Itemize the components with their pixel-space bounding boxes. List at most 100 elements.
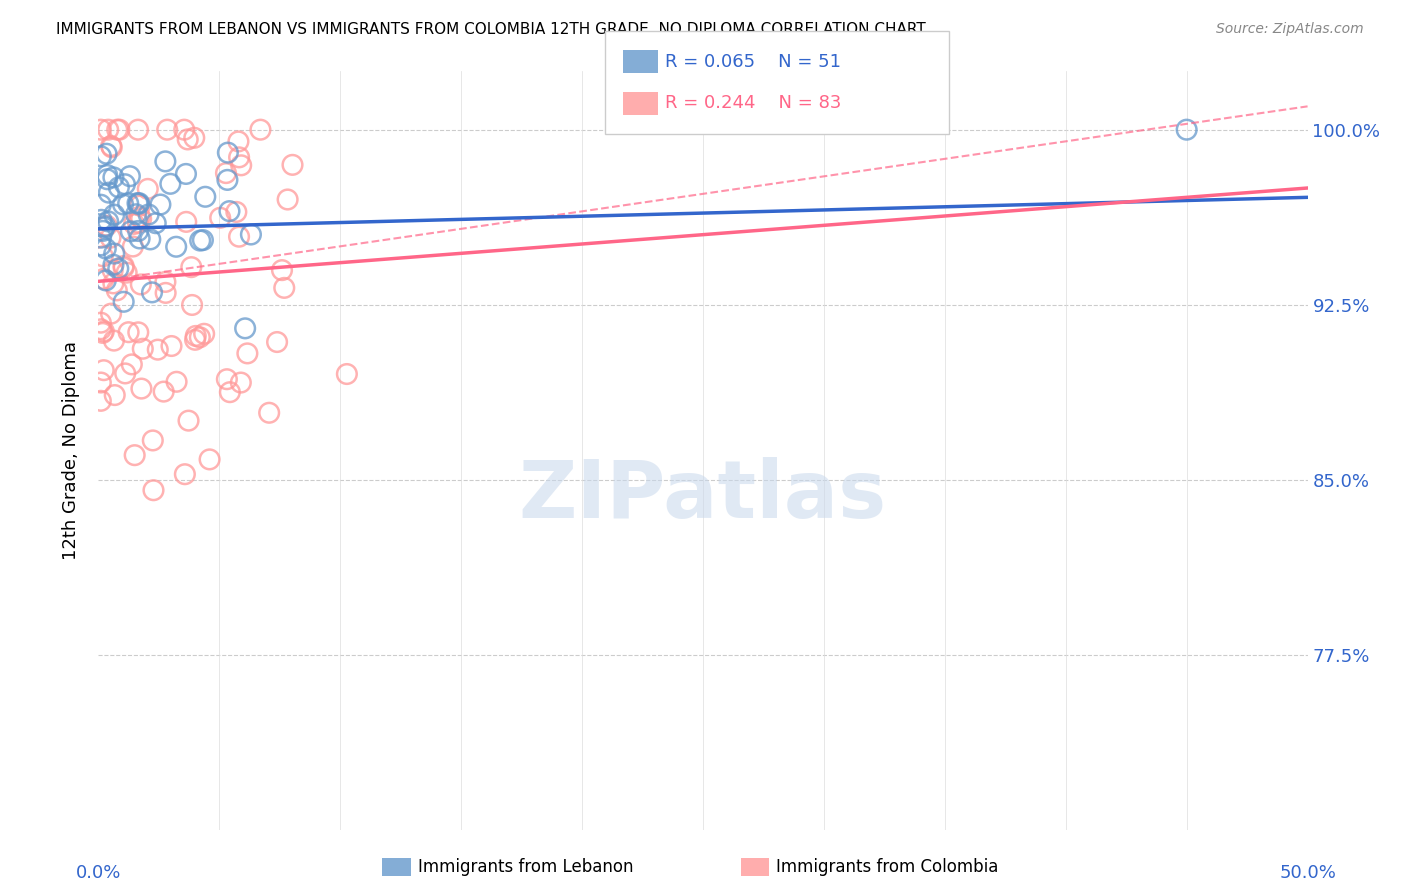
Point xyxy=(127,196,149,211)
Point xyxy=(193,326,215,341)
Point xyxy=(103,170,125,185)
Point xyxy=(122,239,145,253)
Point xyxy=(112,259,135,273)
Text: Source: ZipAtlas.com: Source: ZipAtlas.com xyxy=(1216,22,1364,37)
Point xyxy=(91,224,114,238)
Point xyxy=(177,414,200,428)
Point xyxy=(174,215,197,229)
Point xyxy=(96,146,118,161)
Point xyxy=(173,467,195,482)
Point xyxy=(173,122,195,136)
Point xyxy=(90,238,112,252)
Point xyxy=(228,150,250,164)
Point xyxy=(103,258,125,272)
Point xyxy=(103,246,125,260)
Point xyxy=(218,204,240,219)
Point xyxy=(215,166,238,180)
Point xyxy=(103,208,125,222)
Point xyxy=(271,263,294,277)
Point xyxy=(138,207,160,221)
Point xyxy=(100,230,122,244)
Point xyxy=(149,197,172,211)
Point xyxy=(236,346,259,360)
Point xyxy=(160,339,183,353)
Point xyxy=(225,205,247,219)
Point xyxy=(112,260,135,275)
Point xyxy=(120,224,142,238)
Point xyxy=(103,277,125,291)
Point xyxy=(96,172,118,186)
Point xyxy=(93,272,115,286)
Point xyxy=(128,196,150,211)
Point xyxy=(96,219,118,233)
Point xyxy=(101,263,124,277)
Point xyxy=(114,178,136,192)
Point xyxy=(103,334,125,348)
Point xyxy=(209,211,232,225)
Point xyxy=(129,198,152,212)
Point xyxy=(128,231,150,245)
Point xyxy=(249,122,271,136)
Point xyxy=(131,382,153,396)
Point xyxy=(155,275,177,289)
Point xyxy=(174,167,197,181)
Point xyxy=(156,122,179,136)
Point xyxy=(100,140,122,154)
Point xyxy=(177,132,200,146)
Text: Immigrants from Lebanon: Immigrants from Lebanon xyxy=(418,858,633,876)
Text: ZIPatlas: ZIPatlas xyxy=(519,457,887,535)
Point xyxy=(194,190,217,204)
Point xyxy=(1175,122,1198,136)
Text: R = 0.065    N = 51: R = 0.065 N = 51 xyxy=(665,53,841,70)
Point xyxy=(136,182,159,196)
Point xyxy=(217,145,239,160)
Point xyxy=(104,388,127,402)
Point xyxy=(112,294,135,309)
Point xyxy=(90,198,112,212)
Point xyxy=(180,260,202,274)
Point xyxy=(239,227,262,242)
Point xyxy=(159,177,181,191)
Point xyxy=(90,149,112,163)
Text: IMMIGRANTS FROM LEBANON VS IMMIGRANTS FROM COLOMBIA 12TH GRADE, NO DIPLOMA CORRE: IMMIGRANTS FROM LEBANON VS IMMIGRANTS FR… xyxy=(56,22,927,37)
Point xyxy=(91,249,114,263)
Point xyxy=(218,385,240,400)
Point xyxy=(105,284,128,298)
Point xyxy=(142,434,165,448)
Point xyxy=(228,229,250,244)
Point xyxy=(125,207,148,221)
Point xyxy=(100,307,122,321)
Point xyxy=(181,298,204,312)
Point xyxy=(93,220,115,235)
Point xyxy=(336,367,359,381)
Point xyxy=(108,122,131,136)
Point xyxy=(90,122,112,136)
Point xyxy=(229,376,252,390)
Text: Immigrants from Colombia: Immigrants from Colombia xyxy=(776,858,998,876)
Point xyxy=(90,230,112,244)
Point xyxy=(127,216,149,230)
Point xyxy=(155,154,177,169)
Point xyxy=(94,219,117,234)
Text: 50.0%: 50.0% xyxy=(1279,863,1336,881)
Point xyxy=(90,316,112,330)
Point xyxy=(198,452,221,467)
Point xyxy=(257,406,280,420)
Point xyxy=(105,122,128,136)
Point xyxy=(139,232,162,246)
Point xyxy=(127,224,149,238)
Point xyxy=(188,330,211,344)
Point xyxy=(127,122,149,136)
Point xyxy=(97,122,120,136)
Point xyxy=(90,212,112,227)
Point xyxy=(108,180,131,194)
Point xyxy=(94,273,117,287)
Point xyxy=(165,240,187,254)
Point xyxy=(97,186,120,200)
Point xyxy=(141,285,163,300)
Point xyxy=(129,277,152,292)
Point xyxy=(93,363,115,377)
Point xyxy=(273,281,295,295)
Point xyxy=(112,197,135,211)
Point xyxy=(266,334,288,349)
